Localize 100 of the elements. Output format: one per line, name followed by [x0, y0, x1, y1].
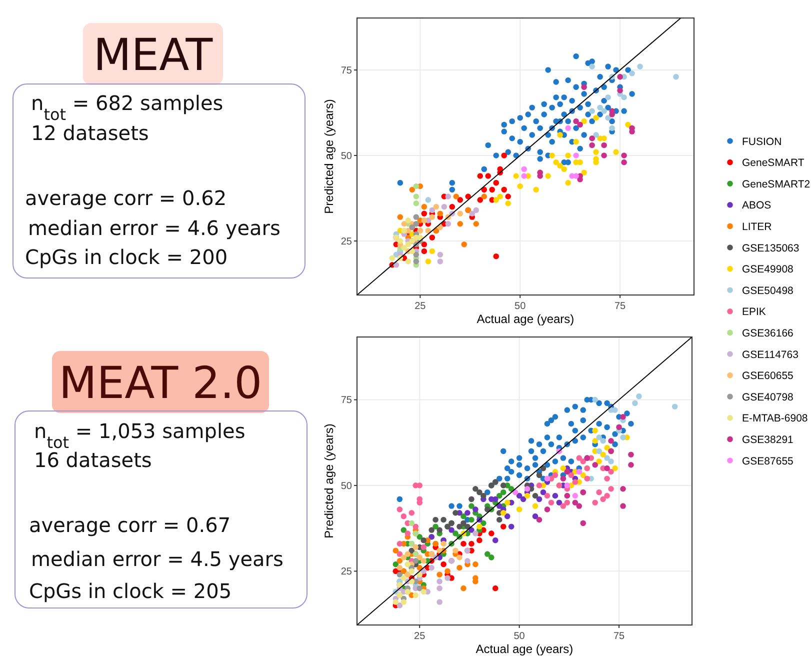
point	[496, 492, 502, 499]
point	[604, 476, 610, 482]
point	[580, 458, 586, 464]
point	[561, 166, 567, 172]
point	[520, 496, 526, 502]
point	[544, 476, 550, 482]
point	[572, 479, 578, 485]
point	[421, 204, 428, 210]
point	[592, 428, 598, 434]
point	[513, 173, 520, 179]
point	[404, 530, 411, 536]
point	[553, 159, 559, 166]
text: median error = 4.6 years	[28, 216, 280, 240]
point	[600, 496, 606, 502]
point	[521, 173, 527, 179]
point	[401, 244, 408, 251]
point	[429, 214, 436, 220]
point	[440, 561, 446, 568]
point	[573, 152, 579, 158]
point	[556, 500, 562, 506]
point	[401, 220, 408, 227]
legend-label: GSE60655	[742, 370, 794, 382]
text: 12 datasets	[31, 121, 149, 145]
point	[589, 142, 595, 148]
point	[416, 585, 423, 592]
point	[548, 500, 554, 506]
point	[457, 220, 464, 227]
point	[396, 540, 403, 547]
text: average corr = 0.62	[25, 186, 227, 210]
point	[412, 592, 419, 598]
point	[400, 599, 407, 605]
point	[601, 152, 607, 158]
point	[432, 516, 438, 523]
point	[521, 166, 527, 172]
point	[629, 70, 635, 76]
point	[457, 210, 464, 217]
legend-label: GSE49908	[742, 264, 794, 276]
point	[480, 492, 486, 499]
point	[396, 558, 403, 564]
legend-label: GeneSMART	[742, 157, 805, 170]
point	[625, 122, 631, 128]
point	[500, 524, 506, 530]
point	[413, 194, 420, 200]
point	[593, 132, 599, 138]
point	[436, 572, 442, 578]
y-tick-label: 50	[340, 480, 352, 492]
point	[581, 84, 587, 90]
point	[608, 486, 614, 492]
point	[592, 396, 598, 403]
point	[636, 393, 642, 400]
legend-label: ABOS	[742, 200, 772, 212]
point	[628, 462, 634, 468]
point	[617, 74, 623, 80]
point	[573, 118, 579, 124]
legend-label: EPIK	[742, 306, 766, 318]
point	[580, 520, 586, 526]
point	[564, 482, 570, 488]
point	[596, 458, 602, 464]
point	[396, 564, 403, 571]
y-tick-label: 50	[340, 150, 352, 162]
point	[453, 194, 460, 200]
point	[409, 186, 416, 193]
point	[464, 524, 470, 530]
point	[540, 489, 546, 496]
point	[429, 234, 436, 240]
point	[501, 186, 508, 193]
point	[496, 516, 502, 523]
point	[505, 200, 512, 206]
point	[413, 200, 420, 206]
point	[469, 210, 476, 217]
point	[604, 465, 610, 472]
point	[468, 496, 474, 502]
point	[581, 118, 587, 124]
point	[429, 248, 436, 254]
text: average corr = 0.67	[29, 513, 231, 537]
point	[536, 482, 542, 488]
point	[436, 548, 442, 554]
point	[577, 122, 583, 128]
point	[568, 472, 574, 478]
point	[492, 585, 498, 592]
point	[596, 489, 602, 496]
point	[608, 458, 614, 464]
point	[573, 138, 579, 145]
x-tick-label: 75	[613, 631, 626, 642]
point	[449, 204, 456, 210]
point	[508, 524, 514, 530]
text: MEAT 2.0	[58, 358, 262, 409]
point	[489, 186, 496, 193]
point	[673, 74, 679, 80]
point	[500, 489, 506, 496]
point	[560, 465, 566, 472]
point	[396, 572, 403, 578]
point	[477, 197, 484, 203]
point	[392, 561, 399, 568]
point	[408, 578, 415, 584]
point	[572, 500, 578, 506]
point	[436, 578, 442, 584]
point	[516, 492, 522, 499]
legend-label: E-MTAB-6908	[742, 412, 808, 425]
point	[476, 537, 482, 544]
